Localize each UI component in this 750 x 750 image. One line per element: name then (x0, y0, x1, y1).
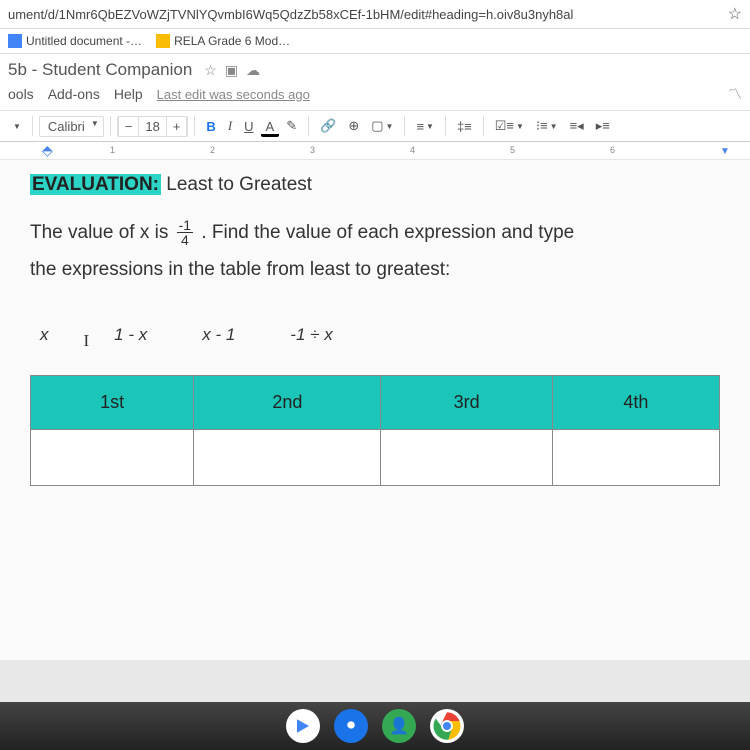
expression-row: x I 1 - x x - 1 -1 ÷ x (40, 325, 720, 345)
font-size-value[interactable]: 18 (139, 117, 165, 136)
taskbar: ⏺ 👤 (0, 702, 750, 750)
font-size-control: − 18 + (117, 116, 189, 137)
align-button[interactable]: ≡▼ (411, 116, 439, 137)
bookmark-star-icon[interactable]: ☆ (728, 4, 742, 24)
indent-decrease-button[interactable]: ≡◂ (565, 115, 589, 137)
table-header[interactable]: 1st (31, 375, 194, 429)
camera-icon[interactable]: ⏺ (334, 709, 368, 743)
toolbar: ▼ Calibri▼ − 18 + B I U A ✎ 🔗 ⊕ ▢▼ ≡▼ ‡≡… (0, 110, 750, 142)
table-cell[interactable] (31, 429, 194, 485)
instruction-line-2: the expressions in the table from least … (30, 255, 720, 284)
line-spacing-button[interactable]: ‡≡ (452, 116, 477, 137)
document-body[interactable]: EVALUATION: Least to Greatest The value … (0, 160, 750, 660)
bookmarks-bar: Untitled document -… RELA Grade 6 Mod… (0, 29, 750, 54)
cloud-icon[interactable]: ☁ (246, 62, 260, 79)
instruction-line-1: The value of x is -1 4 . Find the value … (30, 218, 720, 247)
increase-font-button[interactable]: + (166, 117, 188, 136)
insert-image-button[interactable]: ▢▼ (366, 115, 398, 137)
menu-addons[interactable]: Add-ons (48, 86, 100, 102)
move-icon[interactable]: ▣ (225, 62, 238, 79)
table-header[interactable]: 2nd (194, 375, 381, 429)
chrome-icon[interactable] (430, 709, 464, 743)
underline-button[interactable]: U (239, 116, 258, 137)
url-text: ument/d/1Nmr6QbEZVoWZjTVNlYQvmbI6Wq5QdzZ… (8, 7, 573, 22)
indent-marker-icon[interactable]: ⬘ (42, 142, 53, 159)
table-cell[interactable] (552, 429, 719, 485)
checklist-button[interactable]: ☑≡▼ (490, 115, 529, 137)
table-cell[interactable] (194, 429, 381, 485)
document-header: 5b - Student Companion ☆ ▣ ☁ (0, 54, 750, 82)
table-header-row: 1st 2nd 3rd 4th (31, 375, 720, 429)
activity-icon[interactable]: 〽 (728, 84, 742, 104)
bookmark-item[interactable]: RELA Grade 6 Mod… (156, 34, 290, 48)
bookmark-item[interactable]: Untitled document -… (8, 34, 142, 48)
docs-icon (8, 34, 22, 48)
heading-line: EVALUATION: Least to Greatest (30, 174, 720, 196)
bullet-list-button[interactable]: ⁝≡▼ (531, 115, 563, 137)
fraction: -1 4 (177, 218, 193, 247)
evaluation-label: EVALUATION: (30, 174, 161, 195)
menu-tools[interactable]: ools (8, 86, 34, 102)
italic-button[interactable]: I (223, 115, 237, 137)
menu-bar: ools Add-ons Help Last edit was seconds … (0, 82, 750, 110)
table-cell[interactable] (381, 429, 552, 485)
table-row (31, 429, 720, 485)
document-title[interactable]: 5b - Student Companion (8, 60, 192, 80)
table-header[interactable]: 4th (552, 375, 719, 429)
contacts-icon[interactable]: 👤 (382, 709, 416, 743)
ranking-table: 1st 2nd 3rd 4th (30, 375, 720, 486)
ruler[interactable]: ⬘ 1 2 3 4 5 6 ▼ (0, 142, 750, 160)
star-icon[interactable]: ☆ (204, 62, 217, 79)
bookmark-label: Untitled document -… (26, 34, 142, 48)
table-header[interactable]: 3rd (381, 375, 552, 429)
play-store-icon[interactable] (286, 709, 320, 743)
bookmark-label: RELA Grade 6 Mod… (174, 34, 290, 48)
expression: -1 ÷ x (290, 325, 332, 345)
comment-button[interactable]: ⊕ (343, 115, 364, 137)
menu-help[interactable]: Help (114, 86, 143, 102)
expression: x (40, 325, 49, 345)
indent-increase-button[interactable]: ▸≡ (591, 115, 615, 137)
expression: x - 1 (202, 325, 235, 345)
docs-icon (156, 34, 170, 48)
highlight-button[interactable]: ✎ (281, 115, 302, 137)
right-indent-marker-icon[interactable]: ▼ (720, 146, 730, 157)
text-color-button[interactable]: A (261, 116, 280, 137)
expression: 1 - x (114, 325, 147, 345)
last-edit-link[interactable]: Last edit was seconds ago (157, 87, 310, 102)
insert-link-button[interactable]: 🔗 (315, 115, 341, 137)
url-bar: ument/d/1Nmr6QbEZVoWZjTVNlYQvmbI6Wq5QdzZ… (0, 0, 750, 29)
styles-dropdown[interactable]: ▼ (6, 119, 26, 134)
bold-button[interactable]: B (201, 116, 220, 137)
decrease-font-button[interactable]: − (118, 117, 140, 136)
evaluation-title: Least to Greatest (161, 174, 312, 195)
text-cursor-icon: I (84, 331, 90, 351)
font-select[interactable]: Calibri▼ (39, 116, 104, 137)
